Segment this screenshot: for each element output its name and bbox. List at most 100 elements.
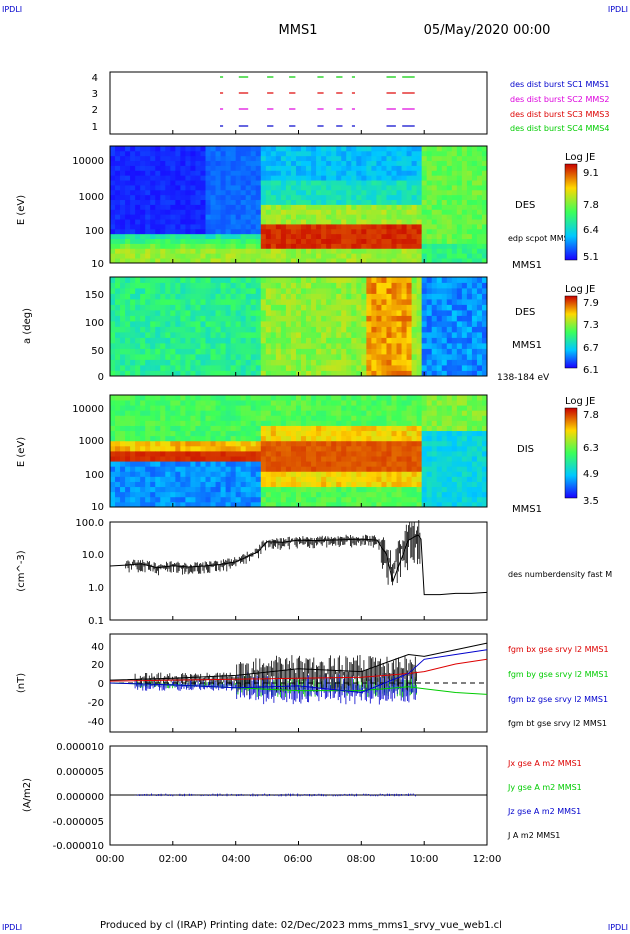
dis-energy-cell: [426, 461, 433, 467]
dis-energy-cell: [416, 501, 423, 508]
des-energy-cell: [115, 253, 121, 259]
des-pitch-cell: [130, 277, 136, 283]
des-energy-cell: [155, 243, 161, 249]
des-pitch-ytick: 150: [85, 290, 104, 301]
des-pitch-cell: [426, 343, 433, 349]
dis-energy-cell: [240, 395, 247, 401]
dis-energy-cell: [316, 410, 322, 416]
dis-energy-cell: [381, 410, 387, 416]
dis-energy-cell: [376, 400, 382, 406]
dis-energy-cell: [120, 440, 126, 447]
dis-energy-cell: [250, 501, 257, 508]
des-energy-cell: [195, 228, 201, 235]
des-pitch-cell: [446, 365, 453, 371]
dis-energy-cell: [160, 415, 166, 421]
des-energy-cell: [295, 180, 302, 186]
des-pitch-cell: [230, 354, 237, 360]
dis-energy-cell: [391, 440, 397, 447]
dis-energy-cell: [260, 481, 267, 488]
dis-energy-cell: [240, 491, 247, 498]
des-pitch-cell: [336, 348, 342, 355]
dis-energy-cell: [125, 410, 131, 416]
des-energy-cell: [185, 219, 191, 225]
dis-energy-cell: [270, 435, 277, 442]
des-pitch-cell: [135, 365, 141, 371]
dis-energy-cell: [421, 451, 428, 457]
des-energy-cell: [321, 233, 327, 240]
des-pitch-cell: [326, 365, 332, 371]
dis-energy-cell: [235, 486, 242, 493]
des-energy-cell: [466, 243, 473, 249]
des-energy-cell: [446, 194, 453, 201]
des-energy-cell: [301, 180, 307, 186]
des-energy-cell: [411, 238, 418, 244]
des-energy-cell: [265, 185, 272, 191]
des-energy-cell: [205, 253, 211, 259]
des-pitch-cell: [406, 277, 412, 283]
des-pitch-cell: [195, 354, 201, 360]
dis-energy-cell: [235, 501, 242, 508]
dis-energy-cell: [301, 440, 307, 447]
des-energy-cell: [326, 228, 332, 235]
des-energy-cell: [110, 170, 116, 176]
des-pitch-cell: [185, 310, 191, 316]
des-pitch-cell: [416, 332, 423, 338]
des-pitch-cell: [386, 288, 392, 294]
dis-energy-cell: [280, 405, 287, 411]
dis-energy-cell: [280, 420, 287, 426]
des-energy-cell: [120, 253, 126, 259]
dis-energy-cell: [441, 415, 448, 421]
dis-energy-cell: [411, 451, 418, 457]
dis-energy-cell: [145, 395, 151, 401]
des-energy-cell: [135, 219, 141, 225]
dis-energy-cell: [371, 400, 377, 406]
des-energy-cell: [386, 258, 392, 264]
dis-energy-cell: [451, 461, 458, 467]
des-energy-cell: [446, 233, 453, 240]
des-pitch-cell: [406, 315, 412, 322]
dis-energy-cell: [431, 456, 438, 462]
des-pitch-cell: [311, 365, 317, 371]
des-energy-cell: [145, 228, 151, 235]
dis-energy-cell: [401, 476, 407, 482]
des-pitch-cell: [195, 288, 201, 294]
des-energy-cell: [416, 219, 423, 225]
des-energy-cell: [366, 199, 372, 205]
des-pitch-cell: [366, 343, 372, 349]
des-energy-cell: [180, 219, 186, 225]
des-energy-cell: [220, 199, 227, 205]
des-energy-cell: [205, 199, 211, 205]
burst-marks: [220, 76, 415, 127]
des-pitch-cell: [115, 326, 121, 333]
des-energy-cell: [145, 194, 151, 201]
dis-energy-cell: [406, 491, 412, 498]
dis-energy-cell: [341, 400, 347, 406]
des-energy-cell: [426, 180, 433, 186]
dis-energy-cell: [436, 410, 443, 416]
des-pitch-cell: [110, 315, 116, 322]
dis-energy-cell: [451, 481, 458, 488]
dis-energy-cell: [326, 400, 332, 406]
dis-energy-cell: [135, 471, 141, 477]
des-energy-cell: [351, 214, 357, 220]
des-energy-cell: [220, 170, 227, 176]
dis-energy-cell: [135, 466, 141, 472]
dis-energy-cell: [220, 496, 227, 503]
des-energy-cell: [366, 248, 372, 254]
des-energy-cell: [391, 189, 397, 196]
des-pitch-cell: [476, 310, 483, 316]
des-pitch-cell: [471, 321, 478, 327]
des-energy-cell: [311, 248, 317, 254]
dis-energy-cell: [170, 456, 176, 462]
dis-energy-cell: [461, 456, 468, 462]
des-energy-cell: [481, 224, 488, 230]
dis-energy-cell: [140, 435, 146, 442]
des-pitch-cell: [175, 304, 181, 311]
dis-energy-cell: [391, 471, 397, 477]
des-pitch-cell: [426, 337, 433, 344]
des-pitch-cell: [170, 359, 176, 366]
dis-energy-cell: [270, 501, 277, 508]
dis-energy-cell: [321, 456, 327, 462]
des-energy-cell: [421, 243, 428, 249]
des-energy-cell: [205, 165, 211, 171]
